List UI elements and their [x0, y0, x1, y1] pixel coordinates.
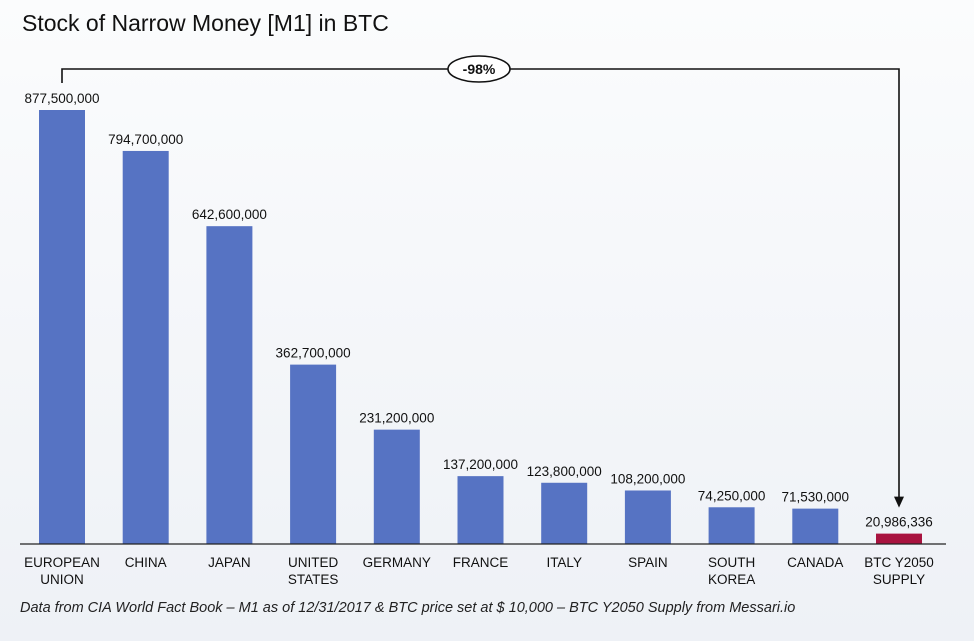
category-label-10-0: BTC Y2050 [864, 555, 934, 570]
callout-arrowhead [894, 496, 904, 508]
bar-8 [708, 507, 755, 544]
value-label-1: 794,700,000 [108, 132, 183, 147]
callout-badge [447, 55, 511, 83]
bar-5 [457, 476, 504, 544]
value-label-6: 123,800,000 [527, 464, 602, 479]
category-label-9-0: CANADA [787, 555, 843, 570]
bar-0 [39, 110, 85, 544]
category-label-4-0: GERMANY [363, 555, 431, 570]
value-label-4: 231,200,000 [359, 411, 434, 426]
value-label-10: 20,986,336 [865, 515, 933, 530]
category-label-0-0: EUROPEAN [24, 555, 100, 570]
labels-group: 877,500,000 EUROPEAN UNION 794,700,000 CHINA… [24, 91, 934, 587]
bars-group [39, 110, 922, 545]
bar-10 [876, 533, 922, 544]
category-label-3-0: UNITED [288, 555, 339, 570]
category-label-1-0: CHINA [125, 555, 167, 570]
source-note: Data from CIA World Fact Book – M1 as of… [20, 600, 795, 616]
category-label-10-1: SUPPLY [873, 572, 925, 587]
percent-callout: -98% [61, 55, 904, 508]
value-label-3: 362,700,000 [276, 346, 351, 361]
category-label-7-0: SPAIN [628, 555, 668, 570]
bar-4 [373, 429, 420, 544]
bar-1 [122, 150, 169, 545]
category-label-8-0: SOUTH [708, 555, 755, 570]
chart-title: Stock of Narrow Money [M1] in BTC [22, 10, 389, 36]
category-label-6-0: ITALY [546, 555, 582, 570]
value-label-0: 877,500,000 [24, 91, 99, 106]
bar-9 [792, 508, 839, 544]
value-label-7: 108,200,000 [610, 471, 685, 486]
category-label-5-0: FRANCE [453, 555, 509, 570]
category-label-8-1: KOREA [708, 572, 755, 587]
value-label-5: 137,200,000 [443, 457, 518, 472]
bar-7 [624, 490, 671, 544]
value-label-9: 71,530,000 [782, 490, 850, 505]
callout-percent-label: -98% [463, 61, 496, 77]
bar-3 [290, 364, 337, 544]
category-label-3-1: STATES [288, 572, 339, 587]
callout-bracket-line [61, 68, 900, 498]
category-label-0-1: UNION [40, 572, 84, 587]
bar-2 [206, 226, 253, 544]
value-label-8: 74,250,000 [698, 488, 766, 503]
category-label-2-0: JAPAN [208, 555, 251, 570]
bar-6 [541, 482, 588, 544]
value-label-2: 642,600,000 [192, 207, 267, 222]
